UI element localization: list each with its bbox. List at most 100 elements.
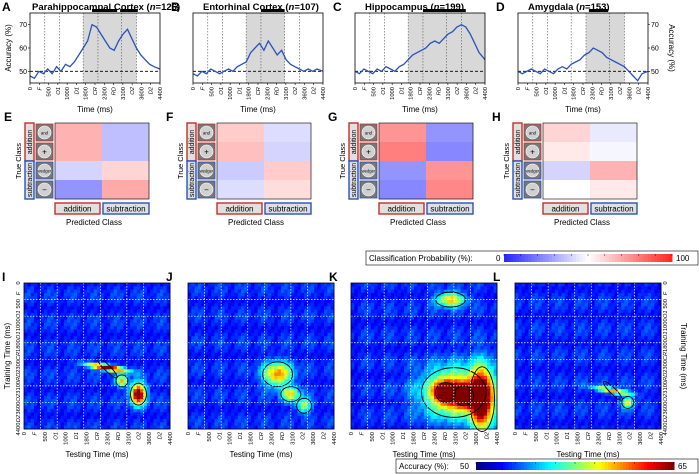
heat-cell (194, 415, 199, 420)
heat-cell (244, 389, 249, 393)
heat-cell (261, 332, 265, 337)
stimulus-circle (199, 144, 214, 159)
heat-cell (77, 375, 81, 380)
heat-cell (53, 336, 58, 340)
heat-cell (320, 349, 325, 354)
heat-cell (197, 332, 202, 337)
heat-cell (357, 405, 362, 410)
heat-cell (67, 412, 71, 417)
heat-cell (364, 362, 368, 367)
stimulus-label: wedger (362, 168, 376, 173)
col-group-label: subtraction (268, 205, 307, 214)
heat-cell (146, 395, 151, 400)
heat-cell (354, 415, 359, 420)
heat-cell (364, 292, 368, 297)
heat-cell (80, 415, 85, 420)
heat-cell (166, 362, 171, 367)
heat-cell (304, 425, 308, 430)
heat-cell (197, 399, 202, 403)
y-axis-label: Accuracy (%) (4, 24, 13, 72)
heat-cell (100, 346, 105, 350)
heat-cell (370, 359, 375, 364)
heat-cell (116, 362, 121, 367)
heat-cell (324, 379, 328, 383)
heat-cell (40, 286, 45, 291)
heat-cell (163, 389, 168, 393)
heat-cell (330, 356, 335, 360)
heat-cell (150, 342, 154, 347)
heat-cell (247, 322, 252, 327)
heat-cell (123, 306, 128, 310)
heat-cell (106, 402, 111, 407)
heat-cell (244, 362, 249, 367)
heat-cell (93, 365, 98, 370)
heat-cell (77, 415, 81, 420)
heat-cell (284, 412, 288, 417)
heat-cell (231, 399, 235, 403)
heat-cell (307, 385, 312, 390)
heat-cell (113, 292, 118, 297)
heat-cell (221, 405, 225, 410)
heat-cell (123, 299, 128, 304)
heat-cell (27, 349, 32, 354)
heat-cell (50, 342, 55, 347)
heat-cell (257, 382, 262, 387)
heat-cell (287, 385, 292, 390)
heat-cell (257, 299, 262, 304)
heat-cell (290, 309, 295, 314)
heat-cell (30, 296, 35, 300)
heat-cell (201, 379, 205, 383)
heat-cell (110, 286, 114, 291)
heat-cell (257, 309, 262, 314)
predicted-class-label: Predicted Class (554, 218, 610, 227)
heat-cell (304, 385, 308, 390)
heatmap-frame (23, 282, 171, 430)
heat-cell (374, 369, 378, 373)
heat-cell (30, 415, 35, 420)
heat-cell (284, 379, 288, 383)
heat-cell (163, 379, 168, 383)
heat-cell (320, 306, 325, 310)
heat-cell (90, 302, 95, 307)
x-tick-label: 0 (191, 87, 197, 90)
heat-cell (80, 316, 85, 320)
heat-cell (357, 329, 362, 334)
heat-cell (370, 352, 375, 357)
heat-cell (251, 382, 255, 387)
heat-cell (284, 299, 288, 304)
heat-cell (113, 422, 118, 427)
heat-cell (351, 402, 355, 407)
heat-cell (67, 365, 71, 370)
heat-cell (103, 382, 108, 387)
matrix-cell (102, 123, 126, 143)
heat-cell (374, 409, 378, 413)
heat-cell (261, 419, 265, 423)
heat-cell (290, 349, 295, 354)
heat-cell (156, 405, 161, 410)
heat-cell (264, 422, 269, 427)
heat-cell (277, 395, 282, 400)
x-tick-label: D2 (312, 86, 318, 94)
heat-cell (241, 422, 245, 427)
matrix-cell (287, 161, 312, 181)
heat-cell (227, 296, 232, 300)
heat-cell (70, 346, 75, 350)
matrix-cell (379, 142, 403, 162)
heat-cell (314, 395, 318, 400)
heat-cell (113, 283, 118, 287)
heat-cell (153, 425, 158, 430)
heat-cell (227, 329, 232, 334)
heat-cell (163, 339, 168, 344)
heat-cell (270, 392, 275, 397)
heat-cell (360, 316, 365, 320)
heat-cell (37, 399, 41, 403)
heat-cell (267, 419, 272, 423)
heat-cell (97, 409, 101, 413)
heat-cell (317, 286, 322, 291)
heat-cell (290, 342, 295, 347)
heat-cell (364, 346, 368, 350)
heat-cell (377, 365, 382, 370)
heat-cell (106, 409, 111, 413)
heat-cell (90, 339, 95, 344)
significance-contour (130, 382, 147, 406)
